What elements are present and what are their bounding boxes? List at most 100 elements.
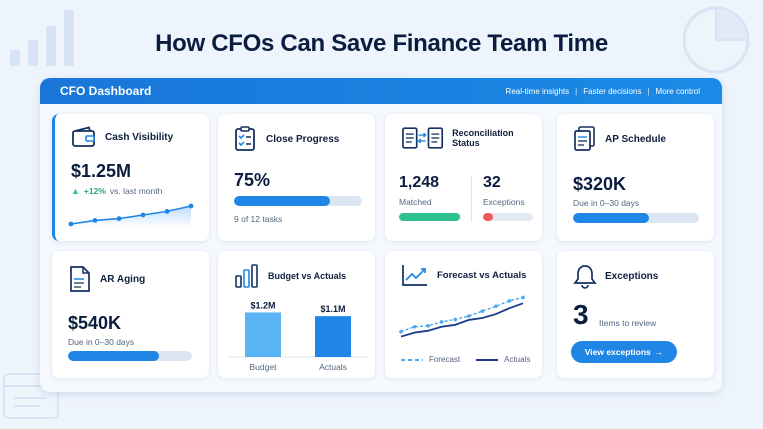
card-header: AR Aging <box>68 265 145 293</box>
bar-value-label: $1.1M <box>320 304 345 314</box>
cash-trend-point <box>68 221 74 227</box>
forecast-point <box>480 309 485 313</box>
card-title: Close Progress <box>266 133 340 145</box>
actuals-legend-swatch <box>476 358 499 361</box>
ar-due-note: Due in 0–30 days <box>68 337 135 347</box>
card-title: Exceptions <box>605 270 659 282</box>
card-header: Close Progress <box>234 126 339 152</box>
forecast-legend-label: Forecast <box>429 355 461 364</box>
forecast-legend: Forecast Actuals <box>401 355 530 364</box>
card-ar-aging[interactable]: AR Aging $540K Due in 0–30 days <box>52 251 209 378</box>
forecast-point <box>439 320 444 324</box>
close-progress-bar <box>234 196 362 206</box>
card-budget-vs-actuals[interactable]: Budget vs Actuals $1.2M Budget $1.1M Actual… <box>218 251 375 378</box>
cash-value: $1.25M <box>71 161 132 181</box>
card-title: Forecast vs Actuals <box>437 269 527 281</box>
checklist-icon <box>235 126 255 151</box>
exceptions-count: 3 <box>573 299 589 330</box>
reconcile-documents-icon <box>402 127 444 149</box>
header-separator: | <box>575 86 578 96</box>
exceptions-note: Items to review <box>599 318 657 328</box>
exceptions-bar-fill <box>483 213 493 221</box>
budget-bar-budget <box>245 312 281 357</box>
matched-value: 1,248 <box>399 174 440 191</box>
exceptions-label: Exceptions <box>483 197 525 207</box>
card-title: AR Aging <box>100 273 146 285</box>
close-progress-fill <box>234 196 330 206</box>
cash-delta: +12% <box>83 186 106 196</box>
trend-chart-icon <box>402 265 427 286</box>
cash-trend-sparkline <box>68 203 194 228</box>
forecast-line-chart <box>399 295 525 338</box>
card-header: Forecast vs Actuals <box>401 263 526 287</box>
cash-trend-line <box>70 205 192 225</box>
ap-value: $320K <box>573 174 627 194</box>
view-exceptions-label: View exceptions <box>584 347 651 357</box>
view-exceptions-button[interactable]: View exceptions → <box>571 341 677 363</box>
bar-chart-decoration <box>10 10 74 66</box>
card-title: Budget vs Actuals <box>268 271 347 281</box>
header-links: Real-time insights | Faster decisions | … <box>506 87 700 96</box>
card-close-progress[interactable]: Close Progress 75% 9 of 12 tasks <box>218 114 375 241</box>
budget-bar-chart: $1.2M Budget $1.1M Actuals <box>228 300 368 372</box>
forecast-point <box>494 304 498 309</box>
cash-trend-point <box>164 209 170 214</box>
header-link-decisions[interactable]: Faster decisions <box>583 86 642 96</box>
card-title: Reconciliation Status <box>452 128 514 148</box>
forecast-point <box>399 329 403 334</box>
panel-title: CFO Dashboard <box>60 84 152 98</box>
divider <box>471 176 472 222</box>
matched-bar-fill <box>399 213 460 221</box>
cash-trend-point <box>140 212 146 218</box>
header-link-insights[interactable]: Real-time insights <box>505 86 570 96</box>
card-header: AP Schedule <box>573 126 666 152</box>
ap-progress-fill <box>573 213 649 223</box>
actuals-legend-label: Actuals <box>504 355 531 364</box>
matched-label: Matched <box>399 197 432 207</box>
header-link-control[interactable]: More control <box>655 86 700 96</box>
ar-value: $540K <box>68 313 122 333</box>
ap-due-note: Due in 0–30 days <box>573 198 640 208</box>
document-list-icon <box>70 266 90 292</box>
card-header: Exceptions <box>573 263 658 289</box>
bar-value-label: $1.2M <box>250 300 275 310</box>
exceptions-bar <box>483 213 533 221</box>
matched-bar <box>399 213 461 221</box>
card-title: Cash Visibility <box>105 131 174 143</box>
wallet-icon <box>72 126 95 147</box>
bar-chart-icon <box>235 264 258 288</box>
arrow-right-icon: → <box>654 347 664 357</box>
close-tasks-note: 9 of 12 tasks <box>234 214 283 224</box>
page-title: How CFOs Can Save Finance Team Time <box>155 30 608 57</box>
cash-trend-point <box>188 203 194 209</box>
ar-progress-fill <box>68 351 159 361</box>
bell-icon <box>573 265 597 289</box>
close-percent: 75% <box>234 170 271 190</box>
pie-chart-decoration <box>682 6 750 74</box>
forecast-point <box>507 299 512 303</box>
forecast-point <box>466 314 471 318</box>
card-cash-visibility[interactable]: Cash Visibility $1.25M ▲ +12% vs. last m… <box>52 114 209 241</box>
card-exceptions[interactable]: Exceptions 3 Items to review View except… <box>557 251 714 378</box>
bar-category-label: Actuals <box>319 362 347 372</box>
ar-progress-bar <box>68 351 192 361</box>
cfo-dashboard-panel: CFO Dashboard Real-time insights | Faste… <box>40 78 722 392</box>
card-ap-schedule[interactable]: AP Schedule $320K Due in 0–30 days <box>557 114 714 241</box>
cash-trend-point <box>92 218 98 223</box>
forecast-legend-swatch <box>401 358 423 361</box>
card-header: Budget vs Actuals <box>234 263 346 289</box>
forecast-point <box>521 295 525 300</box>
cash-trend-point <box>116 216 122 221</box>
forecast-line <box>400 296 524 333</box>
actuals-line <box>400 302 524 338</box>
cash-delta-row: ▲ +12% vs. last month <box>71 186 162 196</box>
forecast-point <box>426 324 430 328</box>
card-forecast-vs-actuals[interactable]: Forecast vs Actuals Forecast Actuals <box>385 251 542 378</box>
up-arrow-icon: ▲ <box>71 186 80 196</box>
card-reconciliation-status[interactable]: Reconciliation Status 1,248 Matched 32 E… <box>385 114 542 241</box>
forecast-point <box>453 317 458 322</box>
card-title: AP Schedule <box>605 133 666 145</box>
panel-header: CFO Dashboard Real-time insights | Faste… <box>40 78 722 104</box>
card-header: Reconciliation Status <box>401 126 542 150</box>
header-separator: | <box>647 86 650 96</box>
